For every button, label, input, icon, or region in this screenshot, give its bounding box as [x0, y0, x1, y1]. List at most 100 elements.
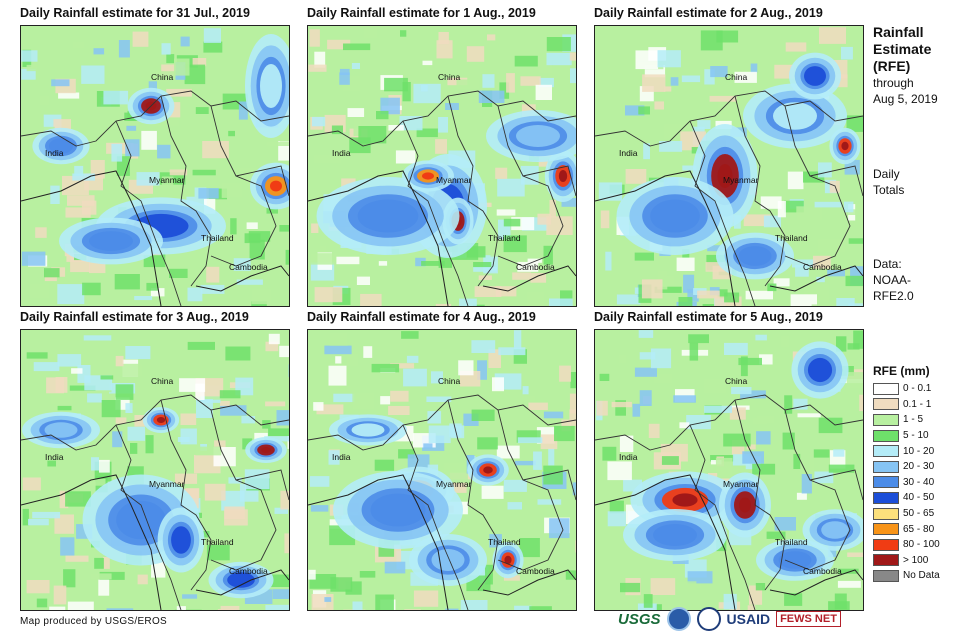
map-label-india: India: [45, 148, 64, 158]
legend-item: 20 - 30: [873, 459, 965, 475]
map-label-cambodia: Cambodia: [803, 262, 842, 272]
legend-swatch: [873, 413, 899, 426]
panel-title: Daily Rainfall estimate for 1 Aug., 2019: [307, 6, 536, 20]
legend-swatch: [873, 491, 899, 504]
map-label-cambodia: Cambodia: [229, 566, 268, 576]
legend-item: 65 - 80: [873, 521, 965, 537]
legend-swatch: [873, 382, 899, 395]
legend-label: 40 - 50: [903, 492, 935, 504]
rainfall-map: China India Myanmar Thailand Cambodia: [20, 329, 290, 611]
panel-title: Daily Rainfall estimate for 2 Aug., 2019: [594, 6, 823, 20]
legend-swatch: [873, 507, 899, 520]
map-label-myanmar: Myanmar: [436, 479, 472, 489]
panel-title: Daily Rainfall estimate for 3 Aug., 2019: [20, 310, 249, 324]
legend-item: 5 - 10: [873, 428, 965, 444]
credit-text: Map produced by USGS/EROS: [20, 616, 168, 627]
legend-label: No Data: [903, 570, 940, 582]
map-label-india: India: [619, 148, 638, 158]
side-info: Rainfall Estimate (RFE) through Aug 5, 2…: [873, 24, 938, 107]
legend-label: 0 - 0.1: [903, 383, 932, 395]
side-totals: Totals: [873, 183, 905, 197]
rainfall-map: China India Myanmar Thailand Cambodia: [307, 25, 577, 307]
legend-label: 1 - 5: [903, 414, 924, 426]
map-label-india: India: [332, 148, 351, 158]
legend-rows: 0 - 0.1 0.1 - 1 1 - 5 5 - 10 10 - 20 20 - 30 3…: [873, 381, 965, 584]
legend-item: 0 - 0.1: [873, 381, 965, 397]
panel-title: Daily Rainfall estimate for 4 Aug., 2019: [307, 310, 536, 324]
legend-item: 50 - 65: [873, 506, 965, 522]
usaid-logo: USAID: [726, 611, 771, 627]
legend-swatch: [873, 476, 899, 489]
map-label-india: India: [45, 452, 64, 462]
noaa-logo-icon: [666, 607, 691, 631]
rainfall-map: China India Myanmar Thailand Cambodia: [20, 25, 290, 307]
legend-swatch: [873, 429, 899, 442]
map-label-myanmar: Myanmar: [723, 175, 759, 185]
map-label-china: China: [725, 376, 747, 386]
legend-label: 65 - 80: [903, 523, 935, 535]
legend-swatch: [873, 569, 899, 582]
legend-label: 0.1 - 1: [903, 398, 932, 410]
usgs-logo: USGS: [618, 610, 661, 628]
map-label-india: India: [332, 452, 351, 462]
map-label-myanmar: Myanmar: [723, 479, 759, 489]
legend-item: 1 - 5: [873, 412, 965, 428]
map-label-cambodia: Cambodia: [229, 262, 268, 272]
map-label-china: China: [438, 72, 460, 82]
legend-label: 80 - 100: [903, 539, 940, 551]
side-date: Aug 5, 2019: [873, 92, 938, 106]
side-data-label: Data:: [873, 257, 902, 271]
panel-title: Daily Rainfall estimate for 5 Aug., 2019: [594, 310, 823, 324]
map-label-thailand: Thailand: [201, 233, 234, 243]
map-label-thailand: Thailand: [201, 537, 234, 547]
side-title-line-3: (RFE): [873, 58, 911, 74]
map-svg: China India Myanmar Thailand Cambodia: [595, 330, 863, 610]
map-svg: China India Myanmar Thailand Cambodia: [308, 330, 576, 610]
map-label-myanmar: Myanmar: [436, 175, 472, 185]
side-data-source-1: NOAA-: [873, 273, 912, 287]
side-daily: Daily: [873, 167, 900, 181]
map-label-china: China: [151, 72, 173, 82]
legend-title: RFE (mm): [873, 364, 930, 378]
side-data-source: Data: NOAA- RFE2.0: [873, 256, 914, 304]
side-daily-totals: Daily Totals: [873, 166, 904, 198]
legend-item: No Data: [873, 568, 965, 584]
legend-swatch: [873, 445, 899, 458]
map-label-india: India: [619, 452, 638, 462]
map-svg: China India Myanmar Thailand Cambodia: [595, 26, 863, 306]
legend-label: 20 - 30: [903, 461, 935, 473]
legend-item: > 100: [873, 553, 965, 569]
side-data-source-2: RFE2.0: [873, 289, 914, 303]
side-title-line-2: Estimate: [873, 41, 932, 57]
side-title-line-1: Rainfall: [873, 24, 924, 40]
legend-swatch: [873, 554, 899, 567]
map-label-myanmar: Myanmar: [149, 175, 185, 185]
map-label-thailand: Thailand: [488, 537, 521, 547]
legend-swatch: [873, 398, 899, 411]
map-label-china: China: [725, 72, 747, 82]
legend-item: 10 - 20: [873, 443, 965, 459]
map-label-cambodia: Cambodia: [516, 262, 555, 272]
legend-label: 5 - 10: [903, 430, 929, 442]
side-through: through: [873, 76, 914, 90]
rainfall-map: China India Myanmar Thailand Cambodia: [594, 329, 864, 611]
legend-item: 30 - 40: [873, 475, 965, 491]
map-svg: China India Myanmar Thailand Cambodia: [308, 26, 576, 306]
rainfall-map: China India Myanmar Thailand Cambodia: [307, 329, 577, 611]
map-label-myanmar: Myanmar: [149, 479, 185, 489]
usaid-seal-icon: [696, 607, 721, 631]
fews-net-logo: FEWS NET: [776, 611, 841, 627]
map-label-cambodia: Cambodia: [516, 566, 555, 576]
legend-item: 80 - 100: [873, 537, 965, 553]
map-label-china: China: [151, 376, 173, 386]
legend-item: 0.1 - 1: [873, 397, 965, 413]
legend-swatch: [873, 523, 899, 536]
map-label-thailand: Thailand: [775, 233, 808, 243]
map-label-thailand: Thailand: [488, 233, 521, 243]
map-label-china: China: [438, 376, 460, 386]
map-label-cambodia: Cambodia: [803, 566, 842, 576]
legend-label: 50 - 65: [903, 508, 935, 520]
rainfall-map: China India Myanmar Thailand Cambodia: [594, 25, 864, 307]
legend-label: > 100: [903, 554, 929, 566]
legend-label: 10 - 20: [903, 445, 935, 457]
